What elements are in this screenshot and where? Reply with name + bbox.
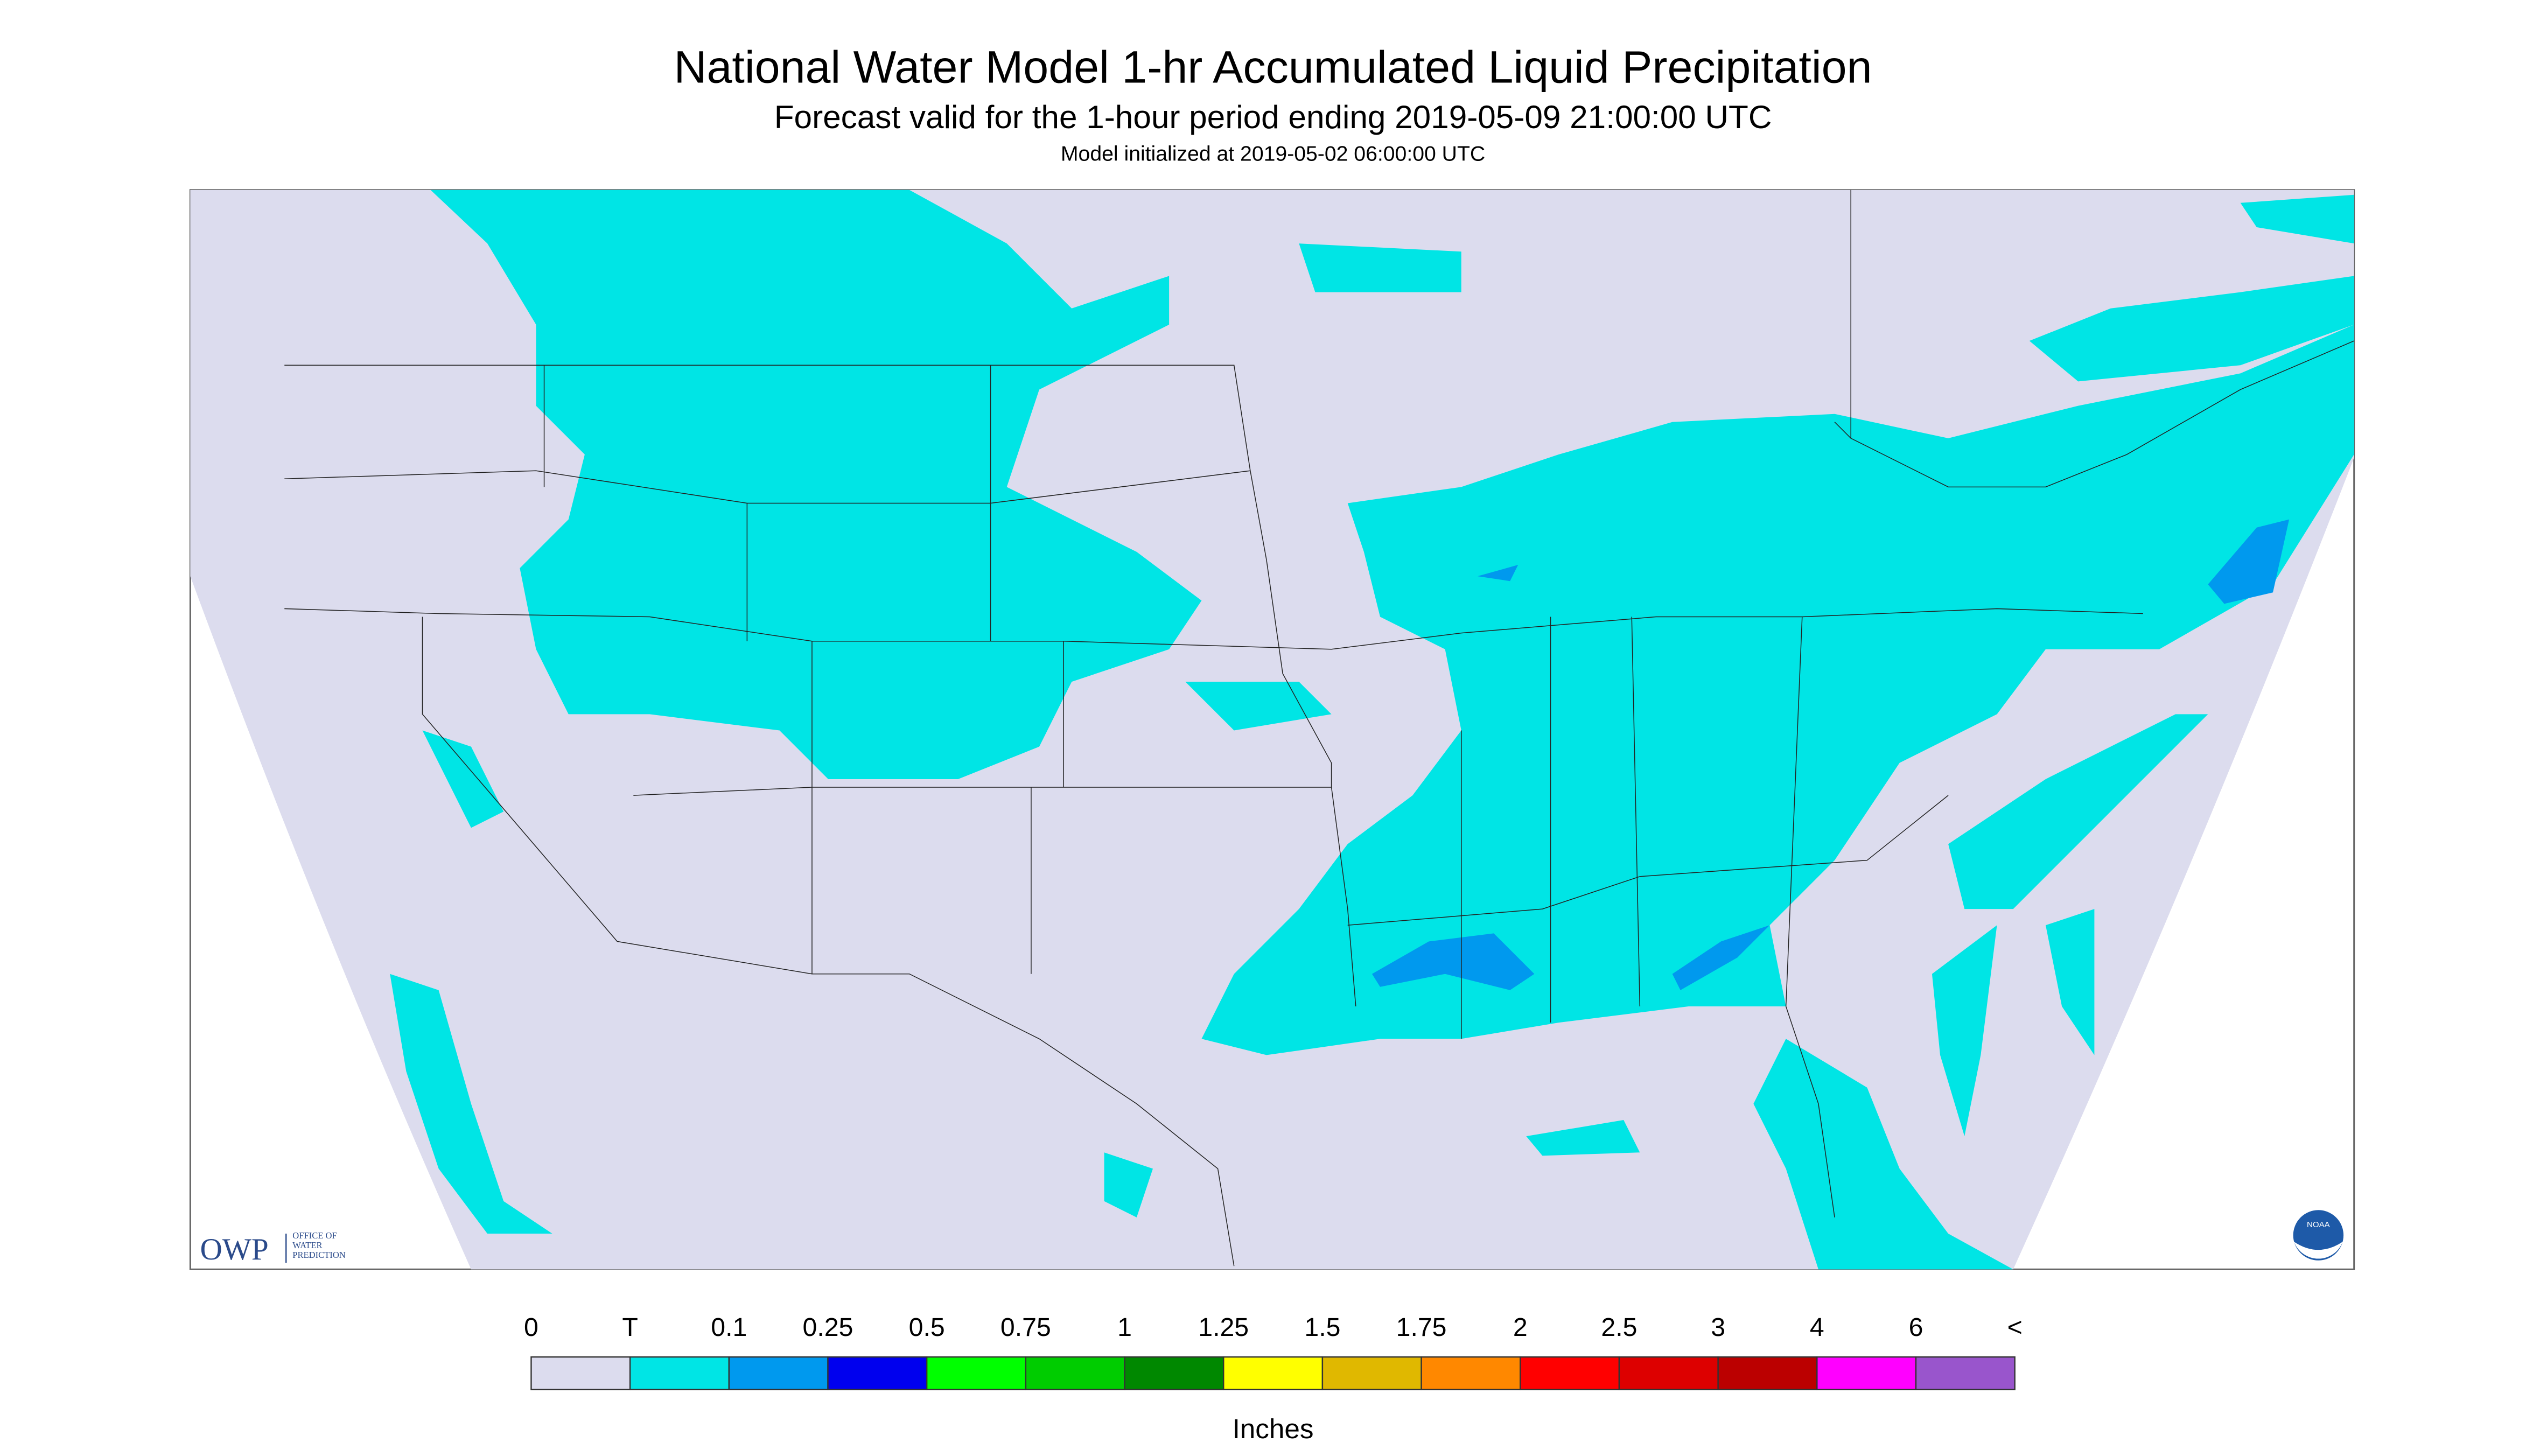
legend-unit: Inches — [1233, 1413, 1314, 1444]
legend-swatch — [1915, 1356, 2016, 1390]
legend-label: 2 — [1513, 1313, 1528, 1342]
legend-swatch — [1421, 1356, 1521, 1390]
boundaries — [284, 190, 2355, 1266]
legend-label: 1 — [1117, 1313, 1132, 1342]
legend-label: T — [622, 1313, 638, 1342]
legend-swatch — [629, 1356, 730, 1390]
legend-label: 1.25 — [1198, 1313, 1249, 1342]
owp-logo-line: PREDICTION — [292, 1250, 345, 1260]
legend: 0 T 0.1 0.25 0.5 0.75 1 1.25 1.5 1.75 2 2.5 3 4 6 < — [524, 1313, 2023, 1390]
noaa-logo: NOAA — [2291, 1208, 2346, 1262]
owp-logo-line: OFFICE OF — [292, 1230, 337, 1241]
legend-swatch — [1717, 1356, 1818, 1390]
precip-areas — [390, 190, 2354, 1270]
legend-label: < — [2007, 1313, 2023, 1342]
legend-swatch — [1816, 1356, 1917, 1390]
legend-label: 0.25 — [803, 1313, 853, 1342]
legend-swatch — [1520, 1356, 1620, 1390]
legend-label: 1.75 — [1396, 1313, 1447, 1342]
legend-swatch — [1223, 1356, 1324, 1390]
title: National Water Model 1-hr Accumulated Li… — [674, 42, 1872, 93]
owp-logo: OWP OFFICE OF WATER PREDICTION — [200, 1230, 345, 1266]
legend-swatch — [1618, 1356, 1719, 1390]
legend-label: 6 — [1909, 1313, 1923, 1342]
legend-swatch — [728, 1356, 829, 1390]
legend-label: 4 — [1810, 1313, 1824, 1342]
owp-logo-line: WATER — [292, 1240, 323, 1250]
domain — [190, 190, 2354, 1270]
legend-label: 0.75 — [1000, 1313, 1051, 1342]
legend-label: 0.1 — [711, 1313, 747, 1342]
legend-swatch — [1124, 1356, 1224, 1390]
map: OWP OFFICE OF WATER PREDICTION NOAA — [189, 189, 2355, 1270]
legend-swatch — [530, 1356, 631, 1390]
legend-swatch — [1025, 1356, 1125, 1390]
legend-label: 1.5 — [1304, 1313, 1340, 1342]
init-time: Model initialized at 2019-05-02 06:00:00… — [1061, 142, 1485, 165]
legend-swatch — [926, 1356, 1027, 1390]
legend-label: 0 — [524, 1313, 538, 1342]
owp-logo-text: OWP — [200, 1233, 268, 1266]
legend-label: 0.5 — [909, 1313, 945, 1342]
subtitle: Forecast valid for the 1-hour period end… — [774, 99, 1772, 135]
legend-swatch — [1321, 1356, 1422, 1390]
legend-swatch — [827, 1356, 928, 1390]
noaa-logo-text: NOAA — [2307, 1220, 2331, 1229]
legend-label: 2.5 — [1601, 1313, 1637, 1342]
legend-label: 3 — [1711, 1313, 1725, 1342]
